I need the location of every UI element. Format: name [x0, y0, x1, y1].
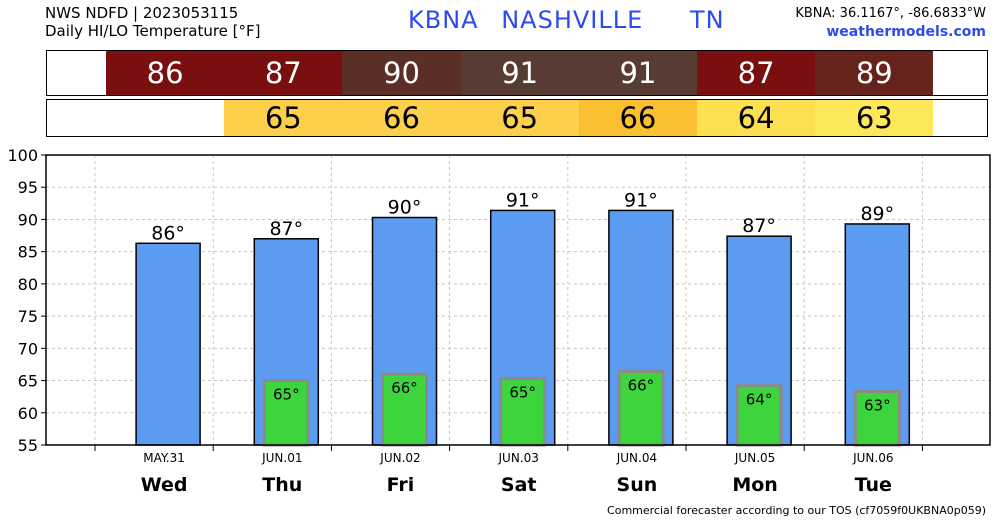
high-strip-cell: 89: [815, 51, 934, 95]
x-day-label: Thu: [262, 474, 302, 496]
high-strip-cell: 91: [578, 51, 697, 95]
high-temp-bar: [135, 242, 201, 446]
x-day-label: Tue: [855, 474, 892, 496]
high-strip-cell: 86: [106, 51, 225, 95]
y-tick-label: 85: [18, 243, 38, 262]
high-temp-label: 87°: [742, 215, 776, 237]
y-tick-label: 90: [18, 210, 38, 229]
high-strip-cell: 87: [697, 51, 816, 95]
chart-title: Daily HI/LO Temperature [°F]: [45, 22, 261, 40]
model-run-label: NWS NDFD | 2023053115: [45, 4, 239, 22]
high-strip-cell: 87: [224, 51, 343, 95]
plot-frame: [45, 154, 991, 446]
high-strip-cell: 90: [342, 51, 461, 95]
low-strip-cell: 65: [224, 100, 343, 136]
x-date-label: JUN.02: [379, 451, 420, 465]
high-temp-label: 90°: [388, 197, 422, 219]
x-day-label: Sat: [501, 474, 537, 496]
x-day-label: Mon: [732, 474, 778, 496]
x-day-label: Fri: [387, 474, 415, 496]
station-name: NASHVILLE: [501, 6, 644, 34]
x-date-label: JUN.06: [852, 451, 893, 465]
low-strip-cell: 65: [460, 100, 579, 136]
y-tick-label: 80: [18, 275, 38, 294]
low-strip-cell: 66: [342, 100, 461, 136]
y-tick-label: 75: [18, 307, 38, 326]
low-temp-label: 63°: [864, 397, 891, 415]
high-temp-strip: 86 87 90 91 91 87 89: [46, 50, 988, 96]
x-date-label: JUN.03: [498, 451, 539, 465]
low-temp-bar: [735, 384, 783, 447]
y-tick-label: 55: [18, 436, 38, 455]
low-temp-strip: 65 66 65 66 64 63: [46, 99, 988, 137]
header-right: KBNA: 36.1167°, -86.6833°W weathermodels…: [795, 5, 986, 41]
high-temp-label: 86°: [151, 222, 185, 244]
low-temp-bar: [617, 370, 665, 447]
low-temp-label: 64°: [746, 391, 773, 409]
high-temp-label: 87°: [269, 218, 303, 240]
x-date-label: JUN.04: [616, 451, 657, 465]
header-left: NWS NDFD | 2023053115 Daily HI/LO Temper…: [45, 4, 261, 40]
x-date-label: MAY.31: [143, 451, 185, 465]
x-date-label: JUN.01: [261, 451, 302, 465]
low-temp-label: 65°: [273, 386, 300, 404]
high-strip-cell: 91: [460, 51, 579, 95]
x-day-label: Wed: [141, 474, 188, 496]
low-strip-cell: 66: [578, 100, 697, 136]
high-temp-label: 91°: [624, 189, 658, 211]
low-temp-bar: [853, 390, 901, 447]
station-id: KBNA: [408, 6, 479, 34]
site-link[interactable]: weathermodels.com: [826, 24, 986, 40]
low-strip-cell: 64: [697, 100, 816, 136]
station-coords: KBNA: 36.1167°, -86.6833°W: [795, 6, 986, 21]
y-tick-label: 95: [18, 178, 38, 197]
y-tick-label: 60: [18, 404, 38, 423]
x-date-label: JUN.05: [734, 451, 775, 465]
station-state: TN: [689, 6, 725, 34]
high-temp-label: 89°: [860, 203, 894, 225]
station-title: KBNA NASHVILLE TN: [408, 6, 725, 34]
y-tick-label: 70: [18, 339, 38, 358]
low-temp-label: 66°: [391, 379, 418, 397]
low-strip-cell: 63: [815, 100, 934, 136]
y-tick-label: 100: [7, 146, 38, 165]
low-strip-cell: [106, 100, 225, 136]
footer-note: Commercial forecaster according to our T…: [607, 504, 986, 517]
low-temp-label: 66°: [628, 377, 655, 395]
y-tick-label: 65: [18, 372, 38, 391]
high-temp-label: 91°: [506, 189, 540, 211]
temperature-bar-chart: 86° 87° 65° 90° 66° 91° 65° 91° 66° 87° 64° 89° 63° 5…: [7, 146, 991, 496]
x-day-label: Sun: [617, 474, 658, 496]
low-temp-label: 65°: [509, 384, 536, 402]
